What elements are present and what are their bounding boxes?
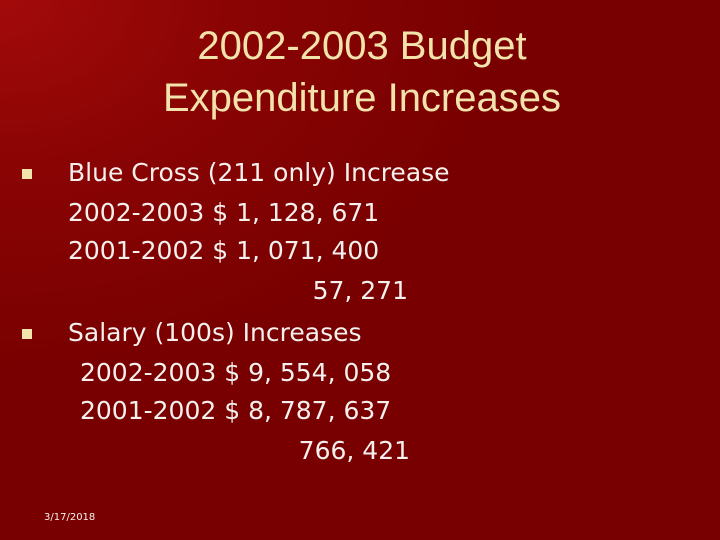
bullet-difference: 766, 421 (298, 436, 410, 465)
bullet-line: 2002-2003 $ 9, 554, 058 (80, 358, 392, 387)
title-line: Expenditure Increases (162, 76, 561, 120)
bullet-marker (22, 329, 32, 339)
bullet-difference: 57, 271 (312, 276, 408, 305)
footer-date: 3/17/2018 (44, 512, 96, 523)
bullet-line: 2002-2003 $ 1, 128, 671 (68, 198, 380, 227)
bullet-line: 2001-2002 $ 1, 071, 400 (68, 236, 380, 265)
bullet-label: Salary (100s) Increases (68, 318, 362, 347)
title-line: 2002-2003 Budget (197, 24, 527, 68)
bullet-line: 2001-2002 $ 8, 787, 637 (80, 396, 392, 425)
bullet-marker (22, 169, 32, 179)
bullet-label: Blue Cross (211 only) Increase (68, 158, 450, 187)
